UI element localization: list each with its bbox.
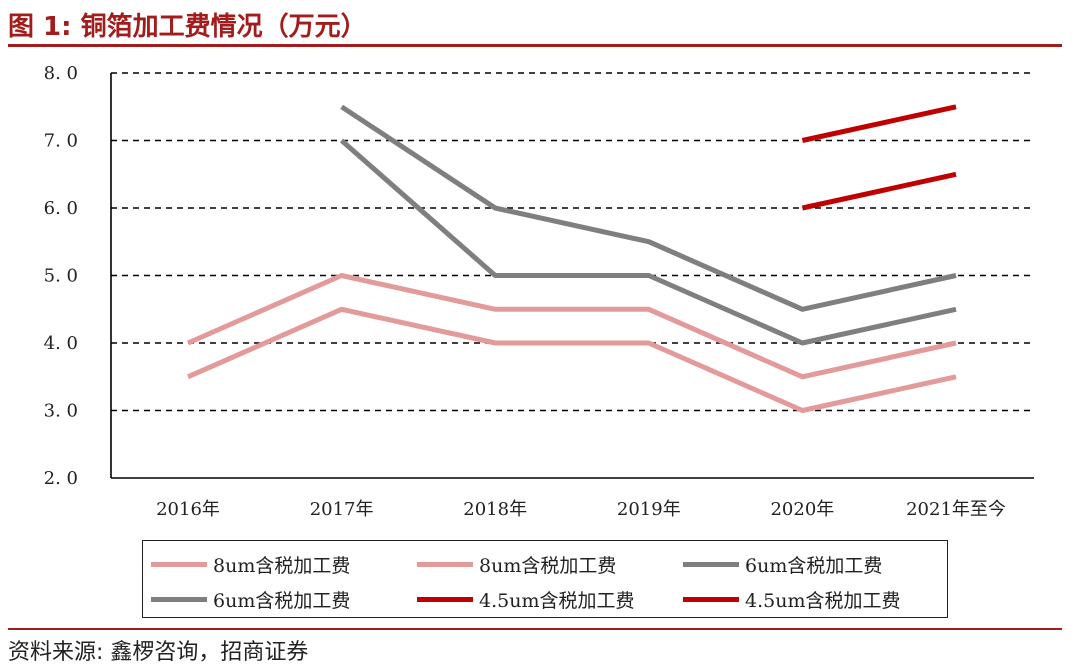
legend-label: 8um含税加工费 bbox=[479, 554, 617, 577]
series-line bbox=[186, 306, 957, 413]
legend-item: 4.5um含税加工费 bbox=[683, 584, 900, 614]
x-tick-label: 2020年 bbox=[770, 499, 834, 520]
x-tick-label: 2016年 bbox=[156, 499, 220, 520]
legend-swatch bbox=[151, 596, 207, 602]
y-tick-label: 7. 0 bbox=[44, 131, 78, 152]
legend-item: 6um含税加工费 bbox=[151, 584, 350, 614]
series-line bbox=[801, 104, 957, 143]
y-tick-label: 4. 0 bbox=[44, 333, 78, 354]
series-line bbox=[186, 273, 957, 380]
line-chart: 8. 0 7. 0 6. 0 5. 0 4. 0 3. 0 2. 0 2016年 2017年 20… bbox=[44, 63, 1034, 520]
axis-layer bbox=[110, 73, 1034, 479]
series-layer bbox=[186, 104, 957, 413]
legend-label: 4.5um含税加工费 bbox=[745, 589, 901, 612]
footer-rule bbox=[8, 628, 1062, 630]
legend-swatch bbox=[683, 561, 739, 567]
legend-swatch bbox=[151, 561, 207, 567]
y-tick-label: 6. 0 bbox=[44, 198, 78, 219]
legend-item: 8um含税加工费 bbox=[151, 549, 350, 579]
tick-label-layer: 8. 0 7. 0 6. 0 5. 0 4. 0 3. 0 2. 0 2016年 2017年 20… bbox=[44, 63, 1006, 520]
series-line bbox=[801, 171, 957, 211]
grid-layer bbox=[111, 72, 1034, 412]
legend-item: 6um含税加工费 bbox=[683, 549, 882, 579]
series-line bbox=[340, 104, 957, 312]
legend-label: 6um含税加工费 bbox=[745, 554, 883, 577]
y-tick-label: 2. 0 bbox=[44, 468, 78, 489]
legend-label: 4.5um含税加工费 bbox=[479, 589, 635, 612]
x-tick-label: 2021年至今 bbox=[906, 499, 1006, 520]
legend-swatch bbox=[417, 596, 473, 602]
legend-item: 8um含税加工费 bbox=[417, 549, 616, 579]
x-tick-label: 2019年 bbox=[617, 499, 681, 520]
legend-label: 6um含税加工费 bbox=[213, 589, 351, 612]
title-rule bbox=[8, 44, 1062, 47]
source-note: 资料来源: 鑫椤咨询，招商证券 bbox=[8, 640, 309, 665]
legend-swatch bbox=[417, 561, 473, 567]
legend-item: 4.5um含税加工费 bbox=[417, 584, 634, 614]
series-line bbox=[339, 138, 957, 346]
x-tick-label: 2017年 bbox=[310, 499, 374, 520]
legend-label: 8um含税加工费 bbox=[213, 554, 351, 577]
chart-title: 图 1: 铜箔加工费情况（万元） bbox=[8, 12, 367, 42]
chart-legend: 8um含税加工费 8um含税加工费 6um含税加工费 6um含税加工费 4.5um含税加… bbox=[142, 540, 948, 618]
y-tick-label: 5. 0 bbox=[44, 266, 78, 287]
x-tick-label: 2018年 bbox=[463, 499, 527, 520]
legend-swatch bbox=[683, 596, 739, 602]
y-tick-label: 3. 0 bbox=[44, 401, 78, 422]
y-tick-label: 8. 0 bbox=[44, 63, 78, 84]
